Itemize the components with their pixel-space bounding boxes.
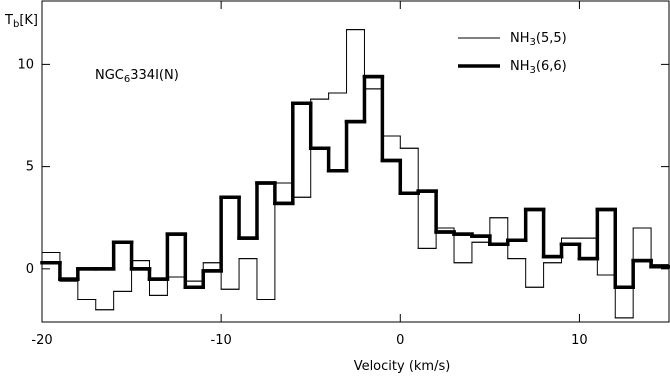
y-tick-label: 0 [26,261,34,276]
step-risers [42,74,669,289]
plot-frame [41,0,670,323]
legend-label: NH3(6,6) [510,59,567,77]
y-axis-title: Tb[K] [4,13,38,31]
y-tick-label: 10 [17,57,34,72]
y-tick-label: 5 [26,159,34,174]
annotation: NGC6334I(N) [95,68,179,86]
x-tick-label: -10 [211,333,232,348]
legend-label: NH3(5,5) [510,31,567,49]
x-axis-title: Velocity (km/s) [354,359,451,374]
x-tick-label: 0 [396,333,404,348]
x-tick-label: 10 [571,333,588,348]
x-tick-label: -20 [31,333,52,348]
